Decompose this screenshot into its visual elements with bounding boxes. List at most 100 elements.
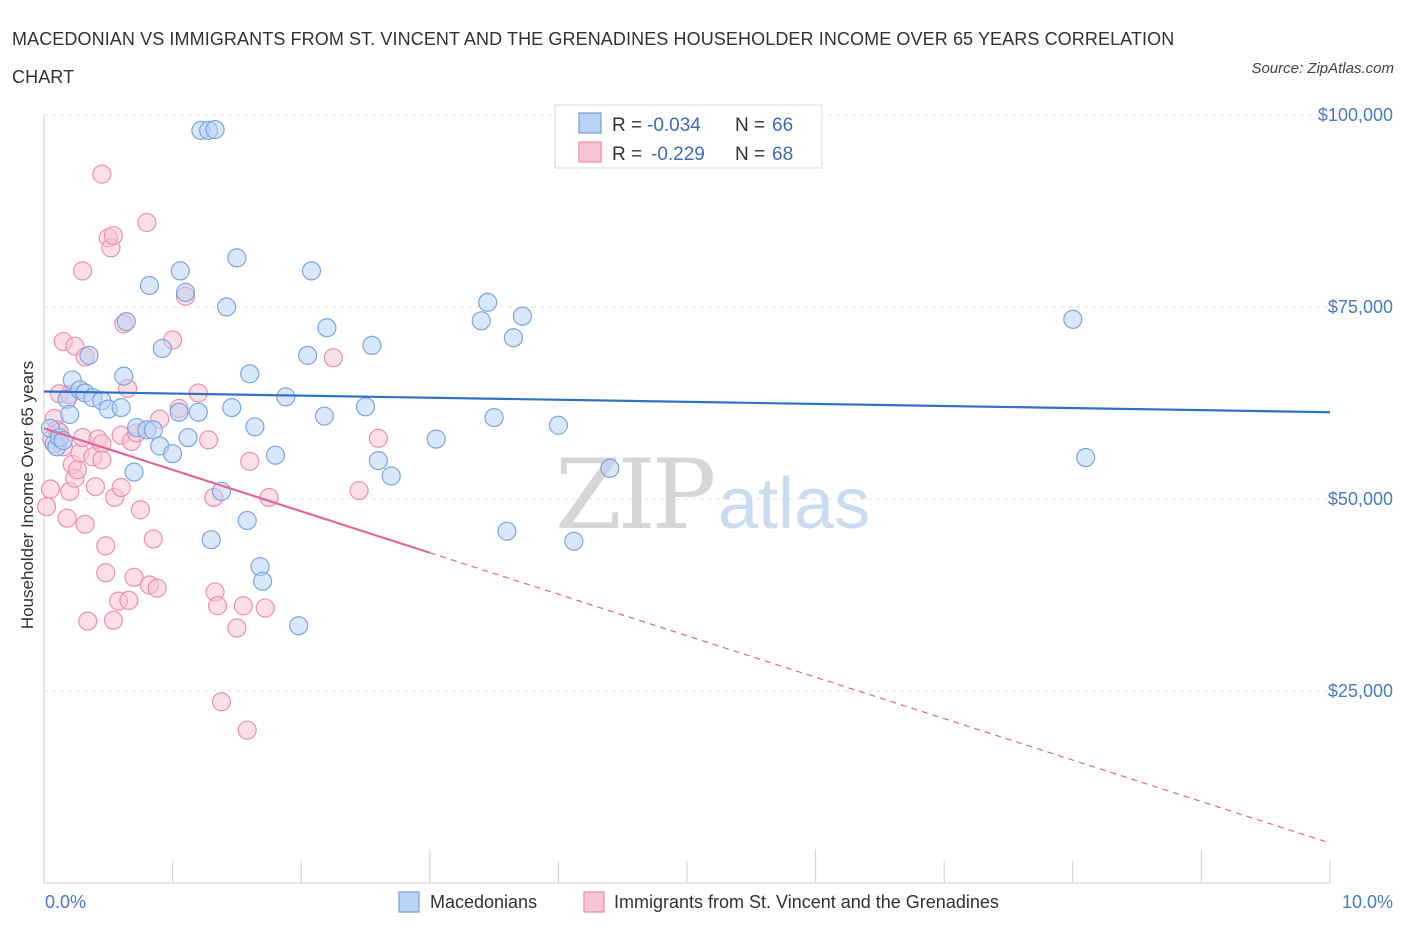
macedonian-point-56 <box>478 292 498 312</box>
stats-r-label-1: R = <box>612 115 642 136</box>
stats-n-value-2: 68 <box>772 144 793 165</box>
macedonian-point-46 <box>298 345 318 365</box>
stats-r-value-1: -0.034 <box>647 115 701 136</box>
immigrant-point-58 <box>227 618 247 638</box>
immigrant-point-60 <box>237 720 257 740</box>
chart-title: MACEDONIAN VS IMMIGRANTS FROM ST. VINCEN… <box>12 29 1175 87</box>
legend-swatch-macedonians <box>398 891 420 913</box>
y-tick-label-75000: $75,000 <box>1328 297 1393 317</box>
macedonian-point-61 <box>548 415 569 435</box>
macedonian-point-10 <box>79 345 99 365</box>
immigrant-point-62 <box>255 598 275 618</box>
macedonian-point-53 <box>381 466 401 486</box>
macedonian-point-40 <box>245 417 265 437</box>
macedonian-point-57 <box>484 407 504 428</box>
macedonian-point-62 <box>564 531 584 551</box>
macedonian-point-58 <box>497 521 517 541</box>
immigrant-point-46 <box>147 578 167 598</box>
immigrant-point-19 <box>72 261 93 281</box>
macedonian-point-38 <box>237 510 257 531</box>
macedonian-point-52 <box>368 451 388 471</box>
macedonian-point-64 <box>1063 309 1083 329</box>
watermark-zip: ZIP <box>555 439 714 551</box>
macedonian-point-55 <box>471 311 491 331</box>
stats-n-value-1: 66 <box>772 115 793 136</box>
macedonian-point-20 <box>139 275 160 296</box>
stats-swatch-pink <box>578 141 602 163</box>
x-tick-label-min: 0.0% <box>45 892 86 912</box>
trend-line-solid-1 <box>43 427 431 554</box>
macedonian-point-42 <box>253 571 273 591</box>
immigrant-point-9 <box>57 508 77 528</box>
stats-swatch-blue <box>578 112 602 134</box>
macedonian-point-47 <box>301 261 322 281</box>
immigrant-point-33 <box>103 610 124 630</box>
macedonian-point-15 <box>114 366 134 386</box>
macedonian-point-44 <box>276 387 296 407</box>
macedonian-point-25 <box>169 402 189 422</box>
immigrant-point-21 <box>78 611 98 631</box>
immigrant-point-64 <box>323 348 343 368</box>
immigrant-point-43 <box>130 500 151 520</box>
macedonian-point-51 <box>362 335 382 355</box>
legend-swatch-immigrants <box>583 891 605 913</box>
immigrant-point-61 <box>240 451 260 471</box>
immigrant-point-29 <box>96 563 116 583</box>
trend-line-solid-0 <box>43 390 1331 414</box>
immigrant-point-66 <box>368 428 388 448</box>
macedonian-point-48 <box>314 406 334 426</box>
legend: Macedonians Immigrants from St. Vincent … <box>398 891 999 913</box>
stats-n-label-1: N = <box>735 115 765 136</box>
immigrant-point-1 <box>40 479 61 499</box>
macedonian-point-60 <box>512 306 532 326</box>
y-tick-label-100000: $100,000 <box>1318 105 1393 125</box>
immigrant-point-45 <box>143 529 163 549</box>
macedonian-point-65 <box>1076 447 1096 468</box>
data-points <box>36 119 1096 740</box>
immigrant-point-65 <box>349 480 369 501</box>
immigrant-point-15 <box>67 460 88 480</box>
source-label: Source: ZipAtlas.com <box>1251 60 1394 77</box>
macedonian-point-14 <box>111 398 131 418</box>
x-tick-label-max: 10.0% <box>1342 892 1393 912</box>
macedonian-point-26 <box>170 261 190 281</box>
macedonian-point-32 <box>205 119 225 140</box>
macedonian-point-6 <box>60 404 80 425</box>
immigrant-point-67 <box>119 590 139 610</box>
immigrant-point-53 <box>199 430 219 450</box>
macedonian-point-45 <box>289 616 309 636</box>
macedonian-point-21 <box>143 420 163 440</box>
macedonian-point-50 <box>355 397 376 417</box>
y-axis-title: Householder Income Over 65 years <box>18 361 37 629</box>
immigrant-point-25 <box>92 164 112 184</box>
immigrant-point-27 <box>92 450 112 470</box>
trend-lines <box>43 390 1331 844</box>
macedonian-point-43 <box>265 445 286 465</box>
macedonian-point-59 <box>503 328 523 348</box>
immigrant-point-56 <box>208 596 228 616</box>
immigrant-point-0 <box>36 497 57 517</box>
watermark-atlas: atlas <box>718 464 870 544</box>
macedonian-point-49 <box>317 318 337 338</box>
watermark: ZIP atlas <box>555 439 870 551</box>
macedonian-point-36 <box>222 398 242 418</box>
macedonian-point-39 <box>240 364 260 384</box>
immigrant-point-41 <box>124 567 144 587</box>
stats-r-value-2: -0.229 <box>651 144 705 165</box>
stats-r-label-2: R = <box>612 144 642 165</box>
macedonian-point-27 <box>175 282 196 303</box>
immigrant-point-57 <box>211 692 232 712</box>
immigrant-point-47 <box>137 212 157 233</box>
legend-label-immigrants: Immigrants from St. Vincent and the Gren… <box>614 892 999 912</box>
macedonian-point-63 <box>600 458 620 478</box>
macedonian-point-28 <box>178 427 198 448</box>
immigrant-point-28 <box>96 536 116 556</box>
macedonian-point-35 <box>217 297 237 317</box>
immigrant-point-36 <box>111 477 131 498</box>
macedonian-point-29 <box>188 402 208 422</box>
immigrant-point-59 <box>233 596 253 616</box>
macedonian-point-17 <box>124 462 144 482</box>
stats-box: R = -0.034 N = 66 R = -0.229 N = 68 <box>554 104 823 169</box>
immigrant-point-23 <box>85 477 106 497</box>
macedonian-point-37 <box>227 248 247 268</box>
